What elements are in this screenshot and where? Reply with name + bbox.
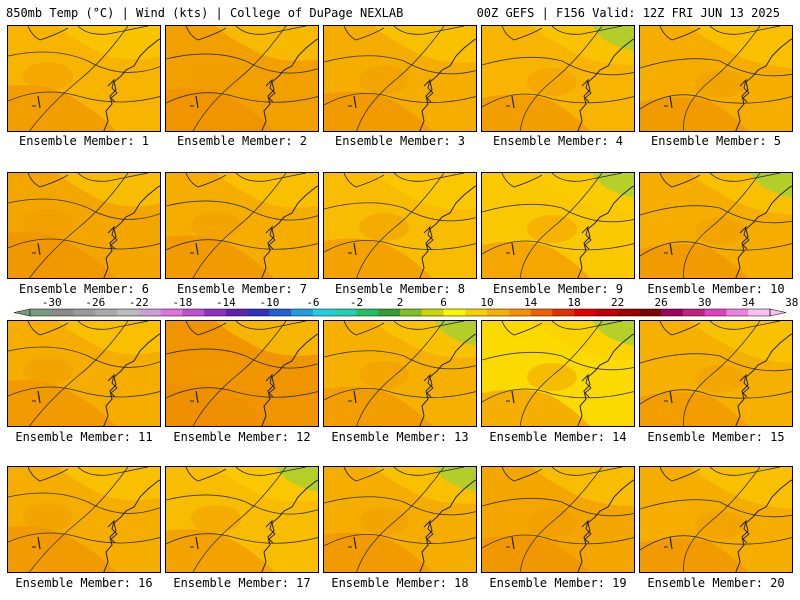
colorbar-swatch: [30, 309, 53, 316]
ensemble-member-label-17: Ensemble Member: 17: [173, 576, 311, 590]
colorbar-swatch: [51, 309, 74, 316]
ensemble-member-map-18: [323, 466, 477, 573]
colorbar-swatch: [704, 309, 727, 316]
colorbar-swatch: [138, 309, 161, 316]
ensemble-member-map-19: [481, 466, 635, 573]
colorbar-swatch: [225, 309, 248, 316]
model-run-info: 00Z GEFS | F156 Valid: 12Z FRI JUN 13 20…: [476, 6, 780, 20]
colorbar-swatch: [334, 309, 357, 316]
ensemble-member-label-18: Ensemble Member: 18: [331, 576, 469, 590]
ensemble-member-label-7: Ensemble Member: 7: [176, 282, 308, 296]
colorbar-swatch: [182, 309, 205, 316]
colorbar-swatch: [400, 309, 423, 316]
colorbar-swatch: [508, 309, 531, 316]
ensemble-member-map-15: [639, 320, 793, 427]
colorbar-tick-label: 18: [567, 297, 580, 309]
colorbar-tick-label: 10: [480, 297, 493, 309]
colorbar-swatch: [247, 309, 270, 316]
ensemble-member-map-1: [7, 25, 161, 132]
colorbar-swatch: [421, 309, 444, 316]
ensemble-member-label-5: Ensemble Member: 5: [650, 134, 782, 148]
colorbar-swatch: [530, 309, 553, 316]
ensemble-member-label-20: Ensemble Member: 20: [647, 576, 785, 590]
colorbar-swatch: [726, 309, 749, 316]
colorbar-tick-label: 14: [524, 297, 538, 309]
colorbar-swatch: [204, 309, 227, 316]
temperature-colorbar: -30 -26 -22 -18 -14 -10 -6 -2 2 6 10 14 18 22 26 30 34 38…: [13, 297, 798, 317]
colorbar-swatch: [312, 309, 336, 316]
colorbar-arrow-right: [769, 308, 787, 317]
colorbar-tick-label: -10: [259, 297, 279, 309]
ensemble-member-label-3: Ensemble Member: 3: [334, 134, 466, 148]
ensemble-member-label-14: Ensemble Member: 14: [489, 430, 627, 444]
colorbar-swatch: [73, 309, 96, 316]
colorbar-swatch: [748, 309, 771, 316]
colorbar-tick-label: 34: [742, 297, 756, 309]
ensemble-member-map-20: [639, 466, 793, 573]
colorbar-swatch: [487, 309, 510, 316]
colorbar-swatch: [465, 309, 488, 316]
colorbar-swatch: [160, 309, 183, 316]
ensemble-member-map-12: [165, 320, 319, 427]
colorbar-tick-label: 38: [785, 297, 798, 309]
colorbar-tick-label: -6: [306, 297, 319, 309]
colorbar-swatch: [661, 309, 684, 316]
colorbar-swatch: [95, 309, 118, 316]
ensemble-member-label-9: Ensemble Member: 9: [492, 282, 624, 296]
ensemble-member-map-3: [323, 25, 477, 132]
colorbar-tick-label: -18: [172, 297, 192, 309]
ensemble-member-map-7: [165, 172, 319, 279]
colorbar-tick-label: 22: [611, 297, 624, 309]
ensemble-member-map-16: [7, 466, 161, 573]
ensemble-member-map-9: [481, 172, 635, 279]
colorbar-tick-label: -14: [216, 297, 236, 309]
colorbar-arrow-left: [13, 308, 31, 317]
colorbar-tick-label: 30: [698, 297, 711, 309]
colorbar-tick-label: -30: [42, 297, 62, 309]
ensemble-member-label-11: Ensemble Member: 11: [15, 430, 153, 444]
map-title: 850mb Temp (°C) | Wind (kts) | College o…: [6, 6, 404, 20]
ensemble-member-label-12: Ensemble Member: 12: [173, 430, 311, 444]
ensemble-member-map-17: [165, 466, 319, 573]
ensemble-member-map-2: [165, 25, 319, 132]
ensemble-member-map-13: [323, 320, 477, 427]
ensemble-member-label-13: Ensemble Member: 13: [331, 430, 469, 444]
colorbar-swatch: [269, 309, 292, 316]
colorbar-swatch: [291, 309, 314, 316]
ensemble-member-map-4: [481, 25, 635, 132]
ensemble-member-label-8: Ensemble Member: 8: [334, 282, 466, 296]
ensemble-member-label-2: Ensemble Member: 2: [176, 134, 308, 148]
ensemble-member-map-11: [7, 320, 161, 427]
colorbar-tick-label: 2: [397, 297, 404, 309]
colorbar-tick-label: -22: [129, 297, 149, 309]
ensemble-member-map-5: [639, 25, 793, 132]
ensemble-member-label-19: Ensemble Member: 19: [489, 576, 627, 590]
ensemble-member-map-6: [7, 172, 161, 279]
ensemble-member-label-4: Ensemble Member: 4: [492, 134, 624, 148]
colorbar-swatch: [682, 309, 706, 316]
colorbar-swatch: [574, 309, 597, 316]
ensemble-member-label-16: Ensemble Member: 16: [15, 576, 153, 590]
colorbar-swatch: [617, 309, 640, 316]
colorbar-swatch: [378, 309, 401, 316]
ensemble-member-map-10: [639, 172, 793, 279]
colorbar-swatch: [639, 309, 662, 316]
colorbar-swatch: [595, 309, 618, 316]
ensemble-member-label-6: Ensemble Member: 6: [18, 282, 150, 296]
colorbar-swatch: [356, 309, 379, 316]
colorbar-tick-label: 6: [440, 297, 447, 309]
colorbar-swatch: [443, 309, 466, 316]
ensemble-member-map-8: [323, 172, 477, 279]
ensemble-member-label-15: Ensemble Member: 15: [647, 430, 785, 444]
colorbar-swatch: [552, 309, 575, 316]
ensemble-member-map-14: [481, 320, 635, 427]
colorbar-tick-label: -2: [350, 297, 363, 309]
colorbar-tick-label: -26: [85, 297, 105, 309]
colorbar-tick-label: 26: [655, 297, 668, 309]
colorbar-swatch: [117, 309, 140, 316]
ensemble-member-label-10: Ensemble Member: 10: [647, 282, 785, 296]
ensemble-member-label-1: Ensemble Member: 1: [18, 134, 150, 148]
